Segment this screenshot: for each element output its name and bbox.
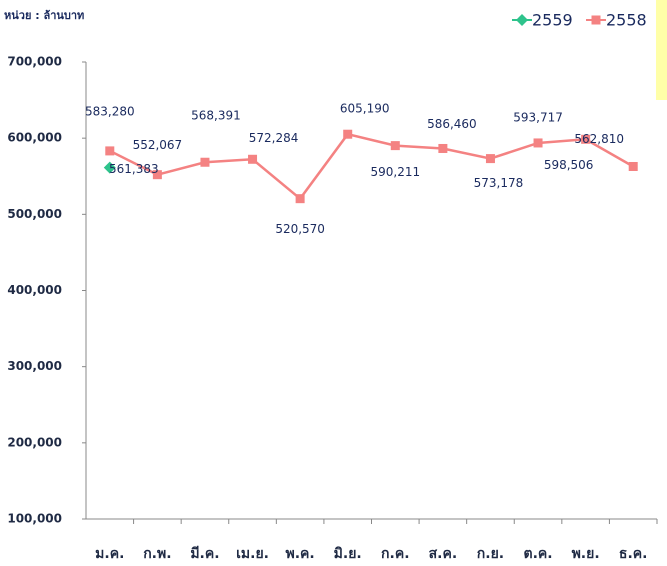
x-tick-label: ต.ค. bbox=[523, 546, 552, 562]
y-tick-label: 700,000 bbox=[7, 55, 62, 69]
edge-highlight bbox=[656, 0, 667, 100]
data-label: 562,810 bbox=[574, 132, 624, 146]
data-label: 605,190 bbox=[340, 102, 390, 116]
data-label: 573,178 bbox=[474, 176, 524, 190]
x-tick-label: ธ.ค. bbox=[619, 546, 648, 562]
x-tick-label: มิ.ย. bbox=[334, 546, 362, 562]
x-tick-label: ส.ค. bbox=[429, 546, 458, 562]
x-tick-label: พ.ย. bbox=[572, 546, 600, 562]
point bbox=[105, 146, 115, 156]
point bbox=[628, 161, 638, 171]
point bbox=[516, 14, 528, 26]
point bbox=[295, 194, 305, 204]
x-tick-label: พ.ค. bbox=[286, 546, 315, 562]
point bbox=[343, 129, 353, 139]
point bbox=[591, 15, 601, 25]
x-tick-label: ก.ค. bbox=[381, 546, 409, 562]
data-label: 593,717 bbox=[513, 110, 563, 124]
y-tick-label: 300,000 bbox=[7, 359, 62, 373]
x-tick-label: ก.พ. bbox=[143, 546, 171, 562]
y-tick-label: 600,000 bbox=[7, 131, 62, 145]
x-tick-label: เม.ย. bbox=[236, 546, 269, 562]
point bbox=[581, 134, 591, 144]
data-label: 598,506 bbox=[544, 158, 594, 172]
point bbox=[200, 157, 210, 167]
data-label: 586,460 bbox=[427, 117, 477, 131]
series-line bbox=[109, 132, 634, 201]
x-tick-label: มี.ค. bbox=[190, 546, 219, 562]
data-label: 561,383 bbox=[109, 162, 159, 176]
data-label: 590,211 bbox=[370, 165, 420, 179]
point bbox=[152, 170, 162, 180]
unit-label: หน่วย : ล้านบาท bbox=[4, 9, 84, 22]
data-label: 583,280 bbox=[85, 104, 135, 118]
data-label: 520,570 bbox=[275, 222, 325, 236]
legend-label: 2559 bbox=[532, 11, 573, 30]
data-label: 568,391 bbox=[191, 109, 241, 123]
data-label: 552,067 bbox=[133, 138, 183, 152]
x-tick-label: ก.ย. bbox=[477, 546, 504, 562]
point bbox=[103, 161, 116, 174]
point bbox=[485, 154, 495, 164]
data-label: 572,284 bbox=[249, 131, 299, 145]
legend-label: 2558 bbox=[606, 11, 647, 30]
point bbox=[248, 154, 258, 164]
x-tick-label: ม.ค. bbox=[95, 546, 124, 562]
point bbox=[438, 143, 448, 153]
y-tick-label: 200,000 bbox=[7, 435, 62, 449]
y-tick-label: 500,000 bbox=[7, 207, 62, 221]
point bbox=[390, 141, 400, 151]
point bbox=[533, 138, 543, 148]
y-tick-label: 100,000 bbox=[7, 512, 62, 526]
y-tick-label: 400,000 bbox=[7, 283, 62, 297]
